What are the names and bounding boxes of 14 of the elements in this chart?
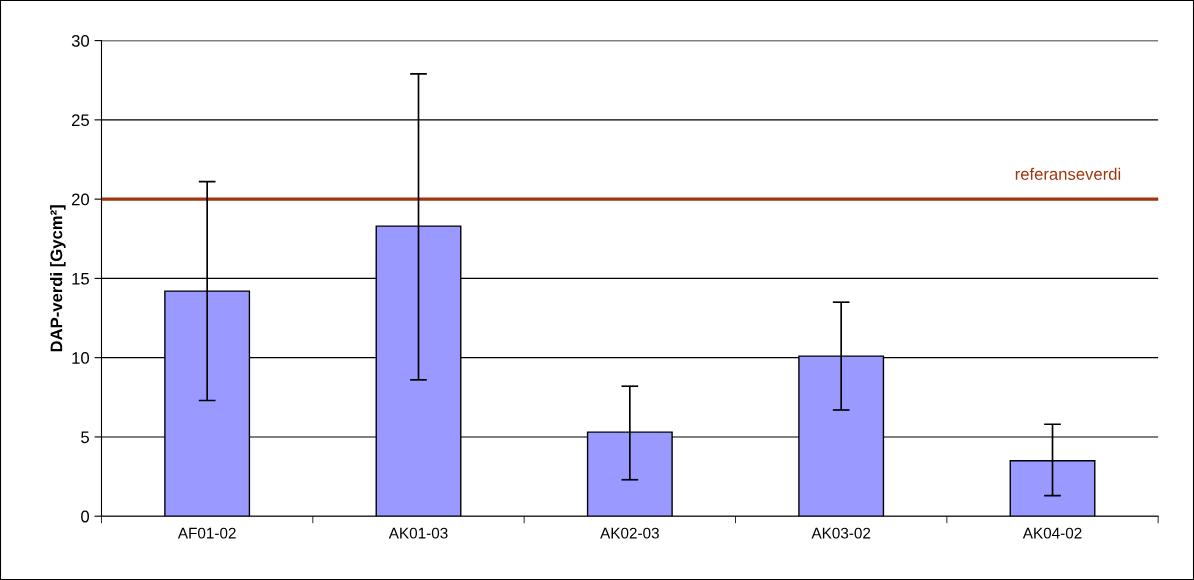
y-tick-label: 20 <box>71 193 90 206</box>
y-tick-label: 5 <box>81 431 89 444</box>
y-tick-label: 0 <box>81 510 90 523</box>
y-tick-label: 25 <box>71 114 89 127</box>
x-tick-label: AK01-03 <box>388 527 448 539</box>
x-tick-label: AK02-03 <box>600 527 659 539</box>
x-tick-label: AK04-02 <box>1022 527 1082 539</box>
y-tick-label: 15 <box>72 272 89 285</box>
x-tick-label: AK03-02 <box>811 527 871 539</box>
y-tick-label: 10 <box>72 352 90 364</box>
ref-line-label: referanseverdi <box>1015 167 1121 180</box>
y-axis-title: DAP-verdi [Gycm²] <box>50 205 66 352</box>
x-tick-label: AF01-02 <box>177 527 236 539</box>
y-tick-label: 30 <box>71 35 90 47</box>
